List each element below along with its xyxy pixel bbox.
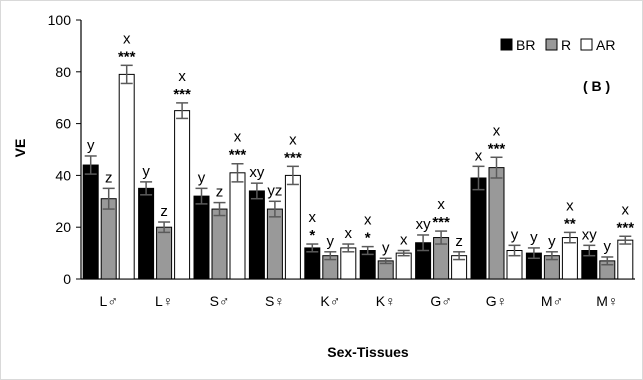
y-tick-label: 0 [63, 271, 71, 287]
group-letter: x [364, 212, 372, 229]
group-letter: x [123, 30, 131, 47]
bar-ar-8 [561, 237, 578, 280]
group-letter: z [160, 203, 168, 220]
y-tick-label: 60 [55, 116, 71, 132]
legend-swatch-ar [580, 38, 593, 51]
bar-ar-0 [118, 73, 135, 280]
significance-stars: *** [173, 86, 191, 103]
bars [82, 73, 634, 280]
significance-stars: *** [284, 149, 302, 166]
y-axis: 0 20 40 60 80 100 [48, 12, 82, 287]
significance-stars: ** [564, 215, 576, 232]
group-letter: y [511, 226, 519, 243]
group-letter: x [475, 147, 483, 164]
significance-stars: * [365, 230, 371, 247]
bar-br-1 [138, 187, 155, 280]
significance-stars: *** [432, 214, 450, 231]
x-tick-label: M♀ [596, 293, 618, 309]
bar-br-3 [248, 190, 265, 280]
bar-r-7 [488, 167, 505, 280]
bar-br-4 [304, 247, 321, 280]
significance-stars: *** [118, 48, 136, 65]
bar-r-1 [156, 226, 173, 280]
group-letter: xy [582, 226, 598, 243]
significance-stars: * [309, 227, 315, 244]
legend-swatch-r [545, 38, 558, 51]
bar-br-2 [193, 195, 210, 280]
group-letter: xy [416, 216, 432, 233]
x-axis-title: Sex-Tissues [327, 344, 409, 360]
group-letter: x [566, 197, 574, 214]
x-tick-label: K♂ [320, 293, 340, 309]
y-tick-label: 80 [55, 64, 71, 80]
group-letter: y [198, 169, 206, 186]
bar-r-3 [266, 208, 283, 280]
group-letter: x [493, 122, 501, 139]
significance-stars: *** [229, 147, 247, 164]
group-letter: y [142, 163, 150, 180]
group-letter: x [309, 209, 317, 226]
x-tick-label: L♂ [100, 293, 118, 309]
x-tick-label: L♀ [155, 293, 173, 309]
group-letter: x [437, 196, 445, 213]
group-letter: y [604, 238, 612, 255]
group-letter: x [178, 68, 186, 85]
group-letter: y [87, 137, 95, 154]
bar-ar-1 [174, 110, 191, 280]
bar-ar-3 [284, 174, 301, 280]
group-letter: z [105, 169, 113, 186]
x-tick-label: S♀ [265, 293, 285, 309]
legend-swatch-br [500, 38, 513, 51]
group-letter: y [327, 233, 335, 250]
group-letter: x [234, 129, 242, 146]
bar-ar-2 [229, 172, 246, 280]
group-letter: x [345, 225, 353, 242]
group-letter: y [382, 239, 390, 256]
y-tick-label: 100 [48, 12, 72, 28]
group-letter: y [530, 229, 538, 246]
significance-stars: *** [488, 140, 506, 157]
y-tick-label: 20 [55, 219, 71, 235]
group-letter: x [622, 201, 630, 218]
legend-label-r: R [561, 37, 571, 53]
significance-stars: *** [617, 219, 635, 236]
panel-label: ( B ) [583, 78, 610, 94]
x-tick-label: G♂ [430, 293, 451, 309]
bar-ar-4 [340, 247, 357, 280]
bar-br-0 [82, 164, 99, 280]
x-tick-label: M♂ [541, 293, 563, 309]
y-tick-label: 40 [55, 167, 71, 183]
bar-r-0 [100, 198, 117, 280]
y-axis-title: VE [12, 139, 28, 158]
legend-label-br: BR [516, 37, 535, 53]
group-letter: y [548, 233, 556, 250]
group-letter: z [216, 184, 224, 201]
x-tick-label: G♀ [486, 293, 507, 309]
x-tick-label: S♂ [210, 293, 230, 309]
bar-br-7 [470, 177, 487, 280]
bar-ar-9 [617, 239, 634, 280]
bar-ar-5 [395, 252, 412, 280]
legend: BR R AR [500, 37, 615, 53]
legend-label-ar: AR [596, 37, 615, 53]
group-letter: z [455, 233, 463, 250]
group-letter: x [400, 232, 408, 249]
group-letter: xy [249, 164, 265, 181]
x-tick-label: K♀ [376, 293, 396, 309]
group-letter: x [289, 131, 297, 148]
error-bars [84, 64, 632, 266]
group-letter: yz [267, 182, 282, 199]
x-axis: L♂ L♀ S♂ S♀ K♂ K♀ G♂ G♀ M♂ M♀ [81, 278, 635, 309]
bar-r-2 [211, 208, 228, 280]
